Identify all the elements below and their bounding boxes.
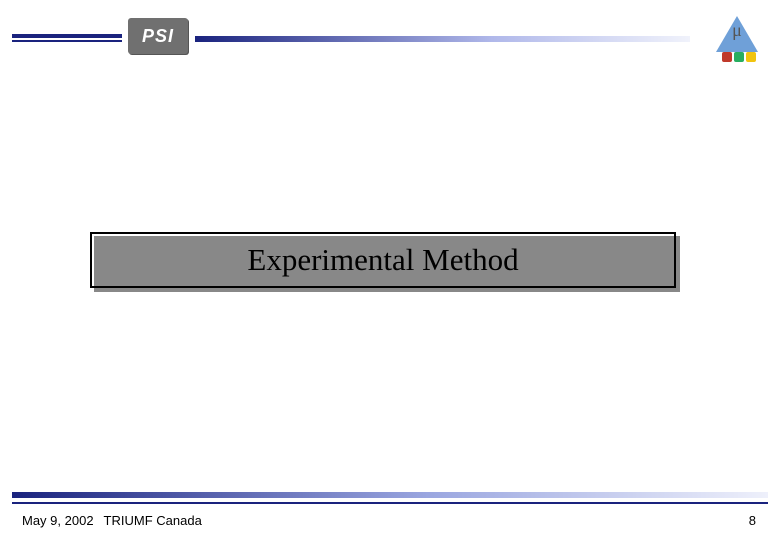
mu-dot-green [734, 52, 744, 62]
mu-symbol: μ [716, 20, 758, 41]
psi-logo: PSI [128, 18, 188, 54]
slide: PSI μ Experimental Method May 9, 2002 TRI… [0, 0, 780, 540]
footer-text: May 9, 2002 TRIUMF Canada [22, 513, 202, 528]
footer-date: May 9, 2002 [22, 513, 94, 528]
header-gradient-bar [195, 36, 690, 42]
psi-logo-text: PSI [142, 26, 174, 47]
mu-dot-yellow [746, 52, 756, 62]
footer-thin-line [12, 502, 768, 504]
title-container: Experimental Method [90, 232, 676, 288]
title-box: Experimental Method [90, 232, 676, 288]
mu-icon: μ [716, 16, 758, 58]
mu-dots [722, 52, 756, 62]
page-number: 8 [749, 513, 756, 528]
header-line-thick [12, 34, 122, 38]
header-line-thin [12, 40, 122, 42]
footer-gradient-bar [12, 492, 768, 498]
slide-title: Experimental Method [247, 242, 518, 278]
mu-dot-red [722, 52, 732, 62]
footer-place: TRIUMF Canada [104, 513, 202, 528]
header: PSI μ [0, 28, 780, 64]
